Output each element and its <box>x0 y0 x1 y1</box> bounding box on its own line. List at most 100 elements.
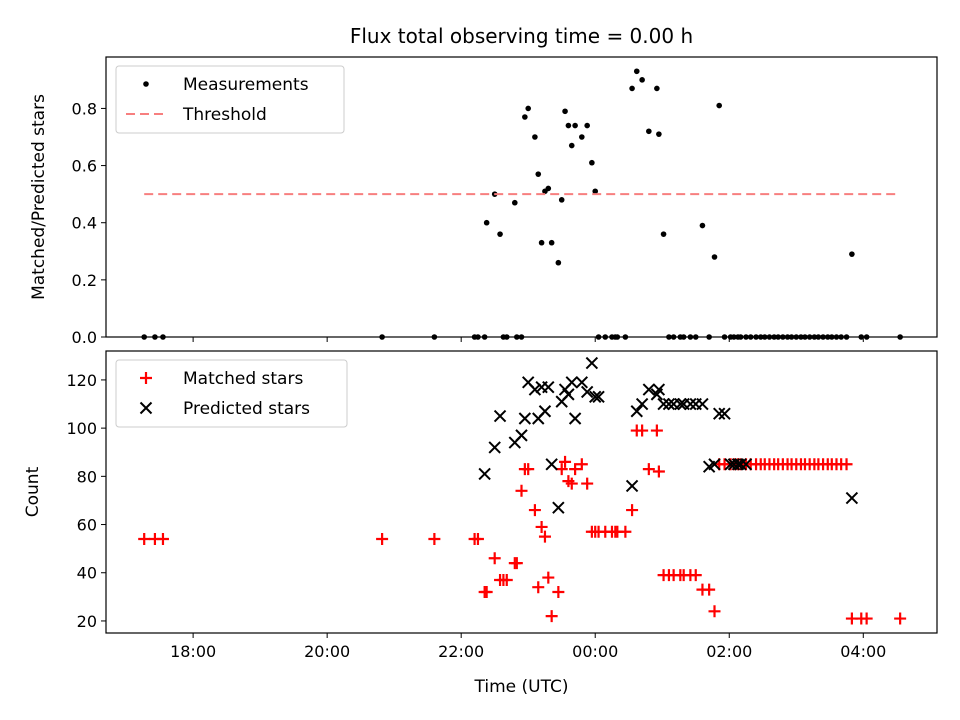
legend-box <box>115 65 345 134</box>
data-point <box>660 231 667 237</box>
data-point <box>708 605 721 618</box>
data-point <box>565 376 578 389</box>
series-matched-stars <box>138 424 907 625</box>
data-point <box>559 455 572 468</box>
data-point <box>589 159 595 166</box>
data-point <box>636 424 649 437</box>
data-point <box>718 407 731 420</box>
data-point <box>639 77 645 83</box>
y-tick-label: 0.0 <box>72 328 97 347</box>
data-point <box>497 231 503 237</box>
data-point <box>558 197 565 203</box>
data-point <box>483 219 490 226</box>
data-point <box>708 458 721 471</box>
data-point <box>565 122 572 129</box>
data-point <box>674 397 687 411</box>
x-tick-label: 18:00 <box>170 642 216 661</box>
data-point <box>845 491 859 505</box>
data-point <box>703 583 716 596</box>
data-point <box>619 525 632 538</box>
data-point <box>552 501 565 514</box>
data-point <box>592 390 605 404</box>
legend-swatch <box>143 81 149 87</box>
x-axis-label: Time (UTC) <box>474 677 569 697</box>
data-point <box>528 504 541 517</box>
legend-label: Threshold <box>182 105 267 125</box>
y-tick-label: 0.6 <box>72 157 97 176</box>
chart-title: Flux total observing time = 0.00 h <box>350 24 693 48</box>
x-tick-label: 04:00 <box>840 642 886 661</box>
data-point <box>538 239 545 246</box>
y-tick-label: 0.4 <box>72 214 97 233</box>
data-point <box>532 581 545 594</box>
data-point <box>511 199 518 206</box>
legend-box <box>115 359 348 428</box>
data-point <box>518 412 532 425</box>
data-point <box>646 128 652 135</box>
data-point <box>542 571 555 584</box>
data-point <box>565 477 578 490</box>
data-point <box>585 356 599 370</box>
plot-frame <box>105 350 938 634</box>
data-point <box>662 397 676 411</box>
data-point <box>656 131 662 137</box>
data-point <box>642 383 656 396</box>
data-point <box>650 424 663 437</box>
data-point <box>545 458 558 471</box>
data-point <box>548 239 555 246</box>
data-point <box>589 390 602 404</box>
data-point <box>711 254 718 260</box>
data-point <box>568 412 582 425</box>
data-point <box>493 409 507 423</box>
y-tick-label: 0.2 <box>72 271 97 290</box>
data-point <box>428 533 441 545</box>
data-point <box>555 259 562 266</box>
data-point <box>652 465 665 478</box>
data-point <box>625 479 639 493</box>
legend-label: Matched stars <box>183 369 303 389</box>
data-point <box>522 114 528 120</box>
data-point <box>712 407 726 420</box>
data-point <box>652 383 666 396</box>
data-point <box>538 405 552 418</box>
data-point <box>581 477 594 490</box>
data-point <box>156 533 169 545</box>
series-predicted-stars <box>478 356 859 514</box>
data-point <box>515 429 528 442</box>
data-point <box>689 569 702 582</box>
data-point <box>584 122 590 129</box>
data-point <box>535 171 542 177</box>
data-point <box>500 573 513 586</box>
data-point <box>575 458 588 471</box>
measurements-panel: Flux total observing time = 0.00 h 0.0 0.2… <box>29 24 938 347</box>
y-tick-label: 20 <box>77 612 97 631</box>
data-point <box>471 533 484 545</box>
data-point <box>545 185 552 192</box>
data-point <box>629 85 635 92</box>
data-point <box>734 458 747 471</box>
plot-frame <box>105 56 938 338</box>
data-point <box>376 533 389 545</box>
counts-panel: 18:00 20:00 22:00 00:00 02:00 04:00 20 40 60 80 10… <box>23 350 938 697</box>
data-point <box>580 385 594 399</box>
data-point <box>572 122 578 129</box>
data-point <box>515 484 528 497</box>
y-tick-label: 100 <box>66 419 97 438</box>
data-point <box>894 612 907 625</box>
data-point <box>716 102 722 109</box>
y-axis-label: Count <box>23 466 43 517</box>
data-point <box>575 376 589 389</box>
legend-swatch <box>139 401 153 415</box>
y-tick-label: 60 <box>77 516 97 535</box>
y-axis-label: Matched/Predicted stars <box>29 94 49 300</box>
legend-label: Predicted stars <box>183 399 310 419</box>
data-point <box>538 530 551 543</box>
data-point <box>510 557 523 570</box>
data-point <box>657 397 670 411</box>
data-point <box>542 380 555 394</box>
data-point <box>592 188 599 195</box>
data-point <box>696 397 709 411</box>
legend: Measurements Threshold <box>115 65 345 134</box>
data-point <box>525 105 532 112</box>
